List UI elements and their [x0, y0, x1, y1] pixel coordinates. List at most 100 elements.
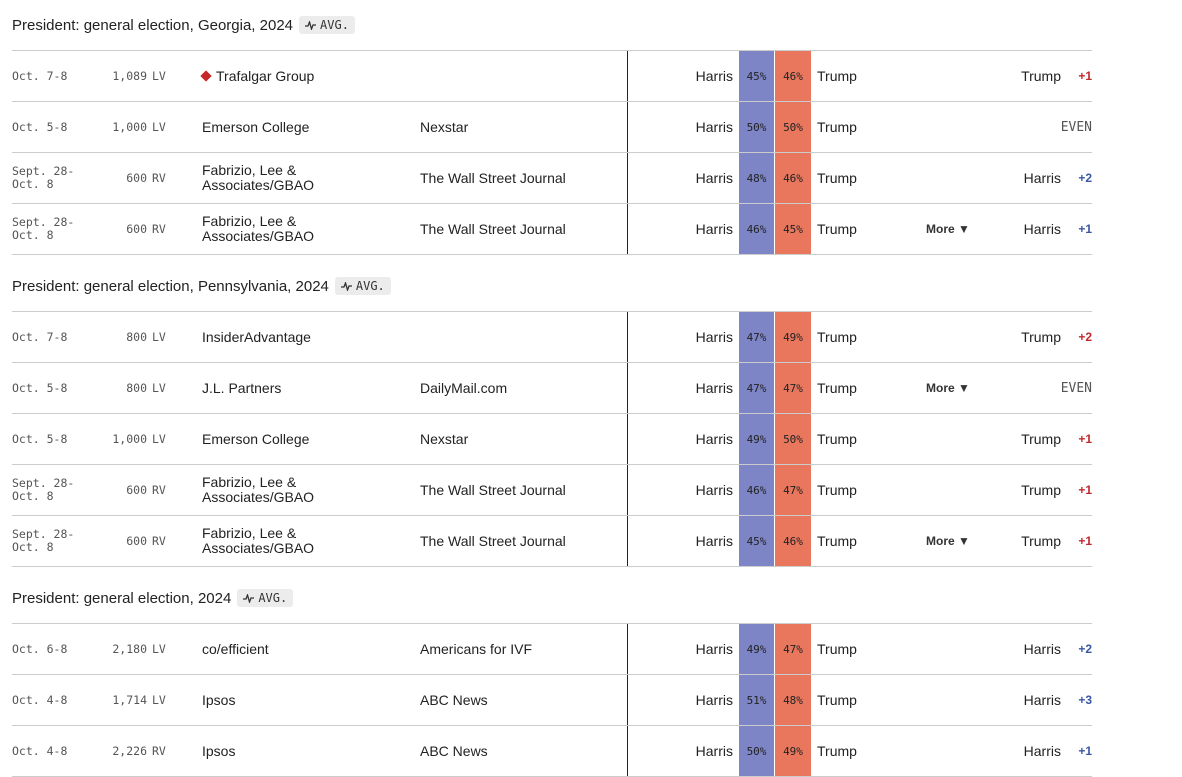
divider	[627, 51, 628, 101]
result-1: 46%	[739, 465, 774, 515]
result-2: 48%	[775, 675, 811, 725]
divider	[627, 312, 628, 362]
leader: Harris	[1023, 221, 1061, 237]
section-header: President: general election, Georgia, 20…	[0, 0, 1182, 50]
result-1: 50%	[739, 102, 774, 152]
population: RV	[152, 222, 166, 236]
poll-dates: Oct. 4-8	[12, 692, 68, 707]
divider	[627, 102, 628, 152]
divider	[627, 465, 628, 515]
candidate-2: Trump	[817, 641, 857, 657]
population: LV	[152, 120, 166, 134]
result-1: 50%	[739, 726, 774, 776]
poll-rows: Oct. 7-8 800 LV InsiderAdvantage Harris 47% 49…	[12, 311, 1092, 567]
sponsor: DailyMail.com	[420, 380, 508, 396]
avg-badge[interactable]: AVG.	[334, 277, 391, 295]
net-margin: +1	[1078, 222, 1092, 236]
poll-row: Oct. 7-8 1,089 LV Trafalgar Group Harris 45% 4…	[12, 51, 1092, 102]
poll-section: President: general election, Pennsylvani…	[0, 255, 1182, 567]
pollster: Fabrizio, Lee & Associates/GBAO	[202, 525, 315, 556]
net-margin: +1	[1078, 69, 1092, 83]
leader: Trump	[1021, 68, 1061, 84]
section-header: President: general election, 2024 AVG.	[0, 567, 1182, 623]
candidate-1: Harris	[695, 641, 733, 657]
pollster: Ipsos	[202, 742, 236, 759]
candidate-1: Harris	[695, 119, 733, 135]
divider	[627, 414, 628, 464]
candidate-2: Trump	[817, 119, 857, 135]
sponsor: Nexstar	[420, 431, 469, 447]
result-2: 47%	[775, 363, 811, 413]
candidate-1: Harris	[695, 743, 733, 759]
poll-dates: Oct. 5-8	[12, 380, 68, 395]
net-margin: +1	[1078, 534, 1092, 548]
population: RV	[152, 534, 166, 548]
pollster: Emerson College	[202, 118, 310, 135]
poll-dates: Oct. 7-8	[12, 329, 68, 344]
sample-size: 800	[126, 330, 147, 344]
candidate-2: Trump	[817, 431, 857, 447]
pollster: Ipsos	[202, 691, 236, 708]
sample-size: 1,000	[112, 432, 147, 446]
avg-badge[interactable]: AVG.	[299, 16, 355, 34]
avg-icon	[340, 281, 352, 291]
result-1: 47%	[739, 312, 774, 362]
section-header: President: general election, Pennsylvani…	[0, 255, 1182, 311]
sponsor: The Wall Street Journal	[420, 170, 566, 186]
result-1: 45%	[739, 516, 774, 566]
leader: Trump	[1021, 482, 1061, 498]
net-margin: +2	[1078, 330, 1092, 344]
more-button[interactable]: More ▼	[926, 381, 970, 395]
sponsor: Americans for IVF	[420, 641, 533, 657]
leader: Harris	[1023, 692, 1061, 708]
sponsor: The Wall Street Journal	[420, 221, 566, 237]
more-button[interactable]: More ▼	[926, 222, 970, 236]
leader: Trump	[1021, 329, 1061, 345]
poll-row: Sept. 28- Oct. 8 600 RV Fabrizio, Lee & Ass…	[12, 204, 1092, 255]
poll-section: President: general election, 2024 AVG. Oct…	[0, 567, 1182, 777]
sample-size: 1,714	[112, 693, 147, 707]
net-margin: +2	[1078, 171, 1092, 185]
candidate-2: Trump	[817, 692, 857, 708]
result-2: 49%	[775, 312, 811, 362]
divider	[627, 624, 628, 674]
avg-badge[interactable]: AVG.	[237, 589, 294, 607]
candidate-1: Harris	[695, 329, 733, 345]
sample-size: 2,180	[112, 642, 147, 656]
divider	[627, 363, 628, 413]
section-title-row: President: general election, Pennsylvani…	[12, 277, 391, 295]
result-2: 50%	[775, 414, 811, 464]
divider	[627, 204, 628, 254]
sponsor: The Wall Street Journal	[420, 533, 566, 549]
result-1: 45%	[739, 51, 774, 101]
candidate-1: Harris	[695, 68, 733, 84]
candidate-2: Trump	[817, 221, 857, 237]
candidate-1: Harris	[695, 533, 733, 549]
result-2: 46%	[775, 153, 811, 203]
pollster: Emerson College	[202, 430, 310, 447]
result-2: 46%	[775, 51, 811, 101]
sample-size: 600	[126, 534, 147, 548]
result-2: 45%	[775, 204, 811, 254]
population: LV	[152, 330, 166, 344]
pollster: Trafalgar Group	[202, 51, 412, 101]
avg-label: AVG.	[355, 279, 385, 293]
candidate-1: Harris	[695, 221, 733, 237]
divider	[627, 153, 628, 203]
net-margin: +1	[1078, 432, 1092, 446]
candidate-2: Trump	[817, 743, 857, 759]
result-1: 49%	[739, 414, 774, 464]
more-button[interactable]: More ▼	[926, 534, 970, 548]
poll-row: Oct. 4-8 2,226 RV Ipsos ABC News Harris 50% 49%…	[12, 726, 1092, 777]
section-title: President: general election, Georgia, 20…	[12, 16, 294, 34]
sample-size: 1,000	[112, 120, 147, 134]
leader: Harris	[1023, 743, 1061, 759]
section-title: President: general election, 2024	[12, 589, 232, 607]
candidate-2: Trump	[817, 170, 857, 186]
population: RV	[152, 483, 166, 497]
pollster: Fabrizio, Lee & Associates/GBAO	[202, 162, 315, 193]
leader: Harris	[1023, 170, 1061, 186]
net-margin: +1	[1078, 483, 1092, 497]
pollster: J.L. Partners	[202, 379, 282, 396]
